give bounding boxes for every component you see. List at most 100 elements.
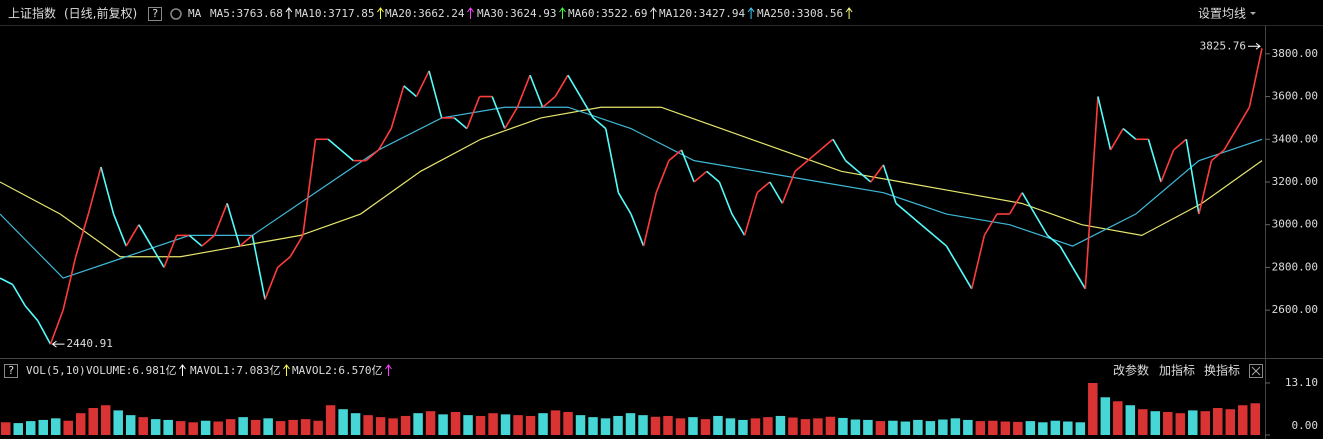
volume-legend: VOLUME:6.981亿	[86, 364, 176, 377]
volume-bar	[1125, 405, 1136, 435]
volume-bar	[625, 413, 636, 435]
volume-bar	[863, 419, 873, 435]
ma-legend: MA250:3308.56	[757, 7, 843, 20]
volume-bar	[13, 423, 23, 435]
volume-bar	[1000, 421, 1011, 435]
y-tick-label: 3000.00	[1272, 218, 1318, 231]
price-segment	[415, 70, 430, 97]
volume-bar	[238, 417, 248, 435]
volume-bar	[313, 420, 323, 435]
price-segment	[945, 245, 960, 268]
price-segment	[743, 192, 758, 236]
ma-legend: MA120:3427.94	[659, 7, 745, 20]
volume-legend: MAVOL2:6.570亿	[292, 364, 382, 377]
price-segment	[908, 213, 922, 226]
price-segment	[642, 192, 658, 247]
gear-icon[interactable]	[170, 8, 182, 20]
price-segment	[491, 96, 506, 129]
volume-bar	[175, 421, 186, 435]
index-title[interactable]: 上证指数	[8, 6, 56, 21]
volume-bar	[988, 420, 998, 435]
indicator-button[interactable]: 改参数	[1113, 363, 1149, 378]
price-segment	[327, 138, 342, 151]
dropdown-icon[interactable]	[1250, 12, 1256, 15]
arrow-icon	[559, 7, 566, 19]
price-segment	[920, 224, 935, 236]
volume-bar	[563, 411, 573, 435]
close-icon[interactable]	[1251, 366, 1261, 376]
price-segment	[970, 235, 986, 289]
volume-bar	[325, 405, 336, 435]
help-box[interactable]	[148, 7, 162, 21]
price-segment	[87, 166, 102, 215]
volume-bar	[775, 415, 786, 435]
arrow-icon	[650, 7, 657, 19]
volume-bar	[125, 415, 136, 435]
price-segment	[150, 245, 165, 268]
ma-label: MA	[188, 7, 202, 20]
volume-bar	[38, 419, 48, 435]
price-segment	[592, 117, 607, 130]
help[interactable]: ?	[8, 364, 15, 377]
close-box[interactable]	[1249, 364, 1263, 378]
price-segment	[24, 305, 39, 322]
volume-bar	[850, 419, 861, 435]
volume-bar	[75, 413, 86, 435]
ma-legend: MA5:3763.68	[210, 7, 283, 20]
volume-bar	[963, 419, 973, 435]
help-box[interactable]	[4, 364, 18, 378]
volume-bar	[638, 415, 648, 435]
volume-bar	[650, 416, 661, 435]
price-segment	[1236, 106, 1251, 129]
price-segment	[390, 85, 405, 129]
price-segment	[718, 181, 733, 215]
volume-bar	[1200, 411, 1211, 435]
price-segment	[1046, 234, 1061, 247]
price-segment	[1122, 127, 1137, 140]
volume-bar	[1025, 421, 1036, 435]
y-tick-label: 3600.00	[1272, 90, 1318, 103]
volume-bar	[1150, 411, 1161, 435]
price-segment	[112, 213, 127, 247]
arrow-icon	[385, 364, 392, 376]
volume-bar	[575, 415, 586, 435]
settings-button[interactable]: 设置均线	[1198, 7, 1246, 21]
price-segment	[983, 213, 998, 236]
volume-bar	[1163, 411, 1173, 435]
volume-bar	[588, 417, 598, 435]
help[interactable]: ?	[152, 7, 159, 20]
volume-bar	[213, 421, 223, 435]
volume-bar	[1175, 413, 1186, 435]
volume-bar	[200, 420, 211, 435]
volume-bar	[725, 418, 736, 435]
indicator-button[interactable]: 加指标	[1159, 363, 1195, 378]
volume-bar	[63, 420, 73, 435]
volume-bar	[838, 417, 848, 435]
annotation-arrow	[1248, 42, 1261, 50]
price-segment	[756, 181, 771, 194]
price-segment	[1021, 192, 1036, 215]
arrow-icon	[467, 7, 474, 19]
price-segment	[125, 224, 140, 247]
volume-bar	[1038, 422, 1048, 435]
price-segment	[403, 85, 417, 98]
arrow-icon	[747, 7, 755, 19]
volume-bar	[1013, 421, 1023, 435]
volume-bar	[1113, 401, 1123, 435]
arrow-icon	[285, 7, 293, 19]
indicator-button[interactable]: 换指标	[1204, 363, 1240, 378]
volume-bar	[1088, 383, 1098, 435]
mode[interactable]: (日线,前复权)	[64, 6, 137, 21]
volume-bar	[788, 417, 798, 435]
price-segment	[1059, 245, 1074, 268]
price-segment	[845, 160, 859, 172]
volume-bar	[1050, 420, 1061, 435]
y-tick-label: 3200.00	[1272, 175, 1318, 188]
volume-bar	[188, 422, 198, 435]
volume-bar	[388, 418, 398, 435]
volume-bar	[1, 422, 11, 435]
volume-bar	[288, 419, 298, 435]
volume-bar	[1063, 421, 1073, 435]
price-segment	[680, 149, 695, 183]
volume-legend: MAVOL1:7.083亿	[190, 364, 280, 377]
